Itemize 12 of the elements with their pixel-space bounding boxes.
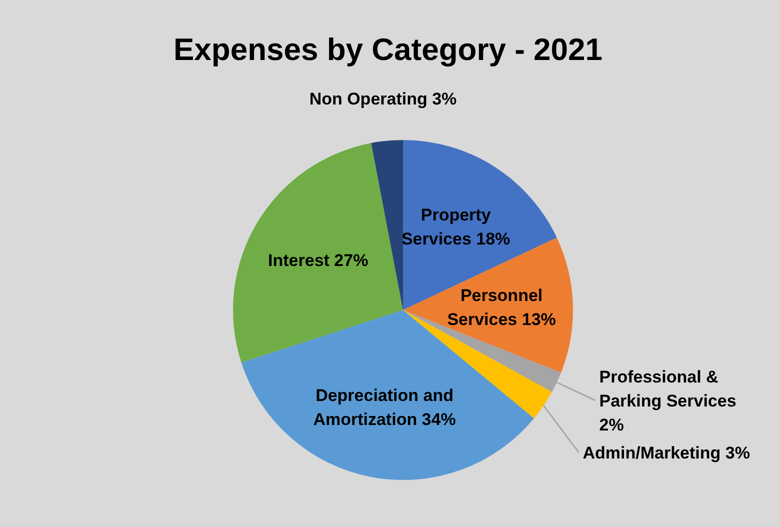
- pie-slice: [233, 143, 403, 363]
- slice-label: Personnel Services 13%: [447, 285, 556, 328]
- slice-label: Property Services 18%: [401, 205, 510, 248]
- slice-label: Interest 27%: [268, 250, 368, 270]
- pie-slice: [403, 140, 557, 310]
- pie-slice: [371, 140, 403, 310]
- slice-label: Admin/Marketing 3%: [582, 442, 750, 462]
- slice-label: Non Operating 3%: [309, 88, 457, 108]
- data-label: 2%: [599, 414, 624, 434]
- slice-label: Depreciation and Amortization 34%: [313, 385, 456, 428]
- chart-title: Expenses by Category - 2021: [172, 32, 604, 68]
- slice-label: Professional & Parking Services: [599, 366, 736, 410]
